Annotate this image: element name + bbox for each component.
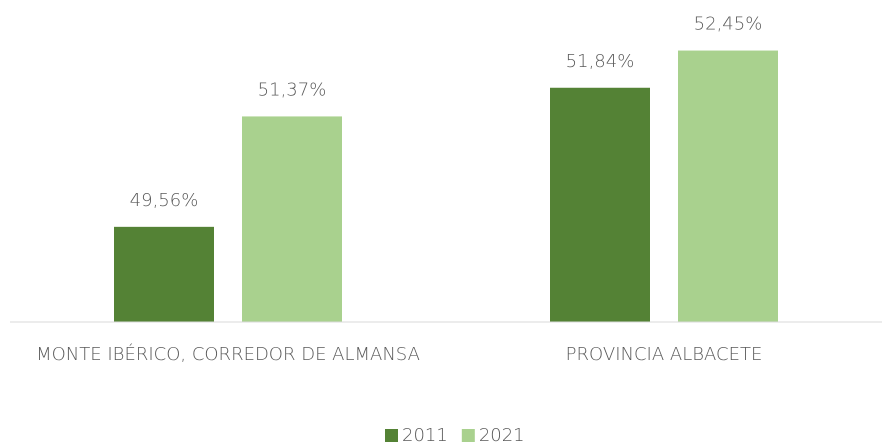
- legend-swatch: [461, 429, 475, 442]
- data-label: 51,37%: [258, 79, 327, 100]
- bar: [550, 87, 650, 322]
- x-tick-label: PROVINCIA ALBACETE: [565, 344, 763, 365]
- legend-label: 2011: [402, 425, 448, 445]
- data-label: 52,45%: [694, 14, 763, 35]
- data-label: 51,84%: [566, 51, 635, 72]
- bar: [678, 50, 778, 323]
- bar: [114, 226, 214, 322]
- legend-swatch: [385, 429, 398, 442]
- legend-label: 2021: [479, 425, 525, 445]
- data-label: 49,56%: [130, 190, 199, 211]
- bar: [242, 116, 342, 323]
- x-tick-label: MONTE IBÉRICO, CORREDOR DE ALMANSA: [36, 344, 420, 365]
